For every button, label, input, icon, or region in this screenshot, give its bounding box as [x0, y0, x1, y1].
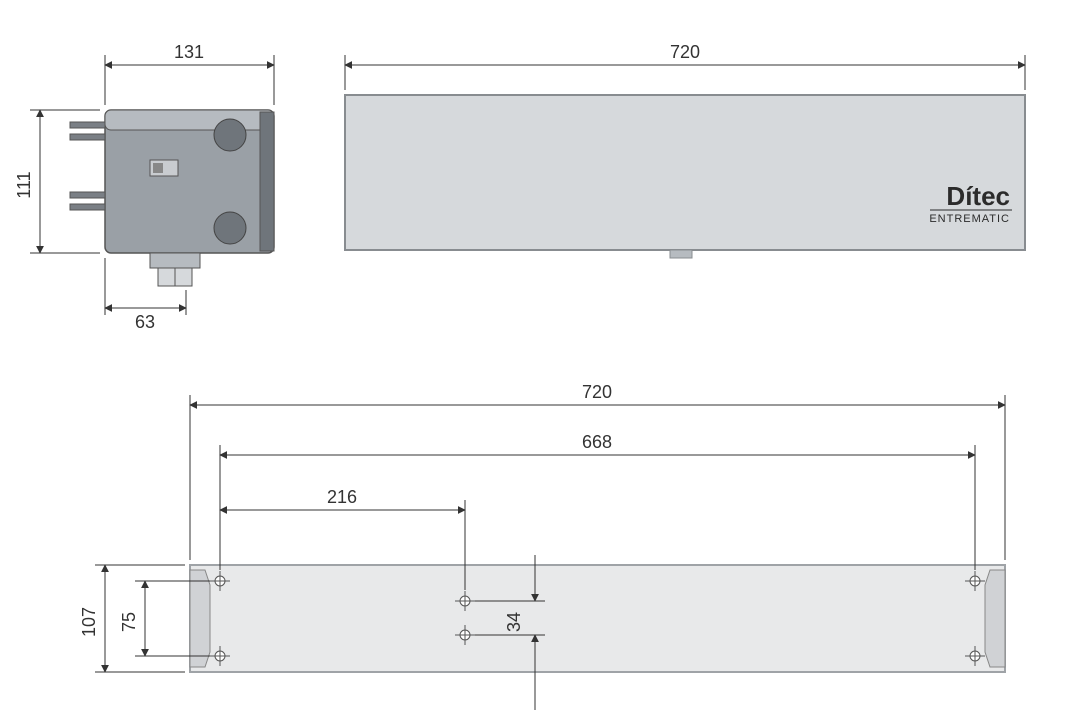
dim-side-height: 111: [14, 110, 100, 253]
brand-sub: ENTREMATIC: [929, 213, 1010, 225]
dim-plate-holes-label: 668: [582, 432, 612, 452]
front-view: Dítec ENTREMATIC 720: [345, 42, 1025, 258]
plate-view: 720 668 216 34 107: [79, 382, 1005, 710]
dim-side-width: 131: [105, 42, 274, 105]
dim-side-width-label: 131: [174, 42, 204, 62]
dim-plate-length: 720: [190, 382, 1005, 560]
dim-front-length-label: 720: [670, 42, 700, 62]
dim-side-shaft-label: 63: [135, 312, 155, 332]
technical-drawing: 131 111 63 Dítec ENTREMATIC 72: [0, 0, 1071, 716]
dim-front-length: 720: [345, 42, 1025, 90]
dim-plate-center-offset-label: 216: [327, 487, 357, 507]
dim-side-height-label: 111: [14, 171, 34, 198]
dim-plate-height-inner-label: 75: [119, 612, 139, 632]
brand-name: Dítec: [946, 181, 1010, 211]
side-view: 131 111 63: [14, 42, 274, 332]
dim-plate-length-label: 720: [582, 382, 612, 402]
dim-plate-center-gap-label: 34: [504, 612, 524, 632]
dim-plate-height-outer-label: 107: [79, 607, 99, 637]
